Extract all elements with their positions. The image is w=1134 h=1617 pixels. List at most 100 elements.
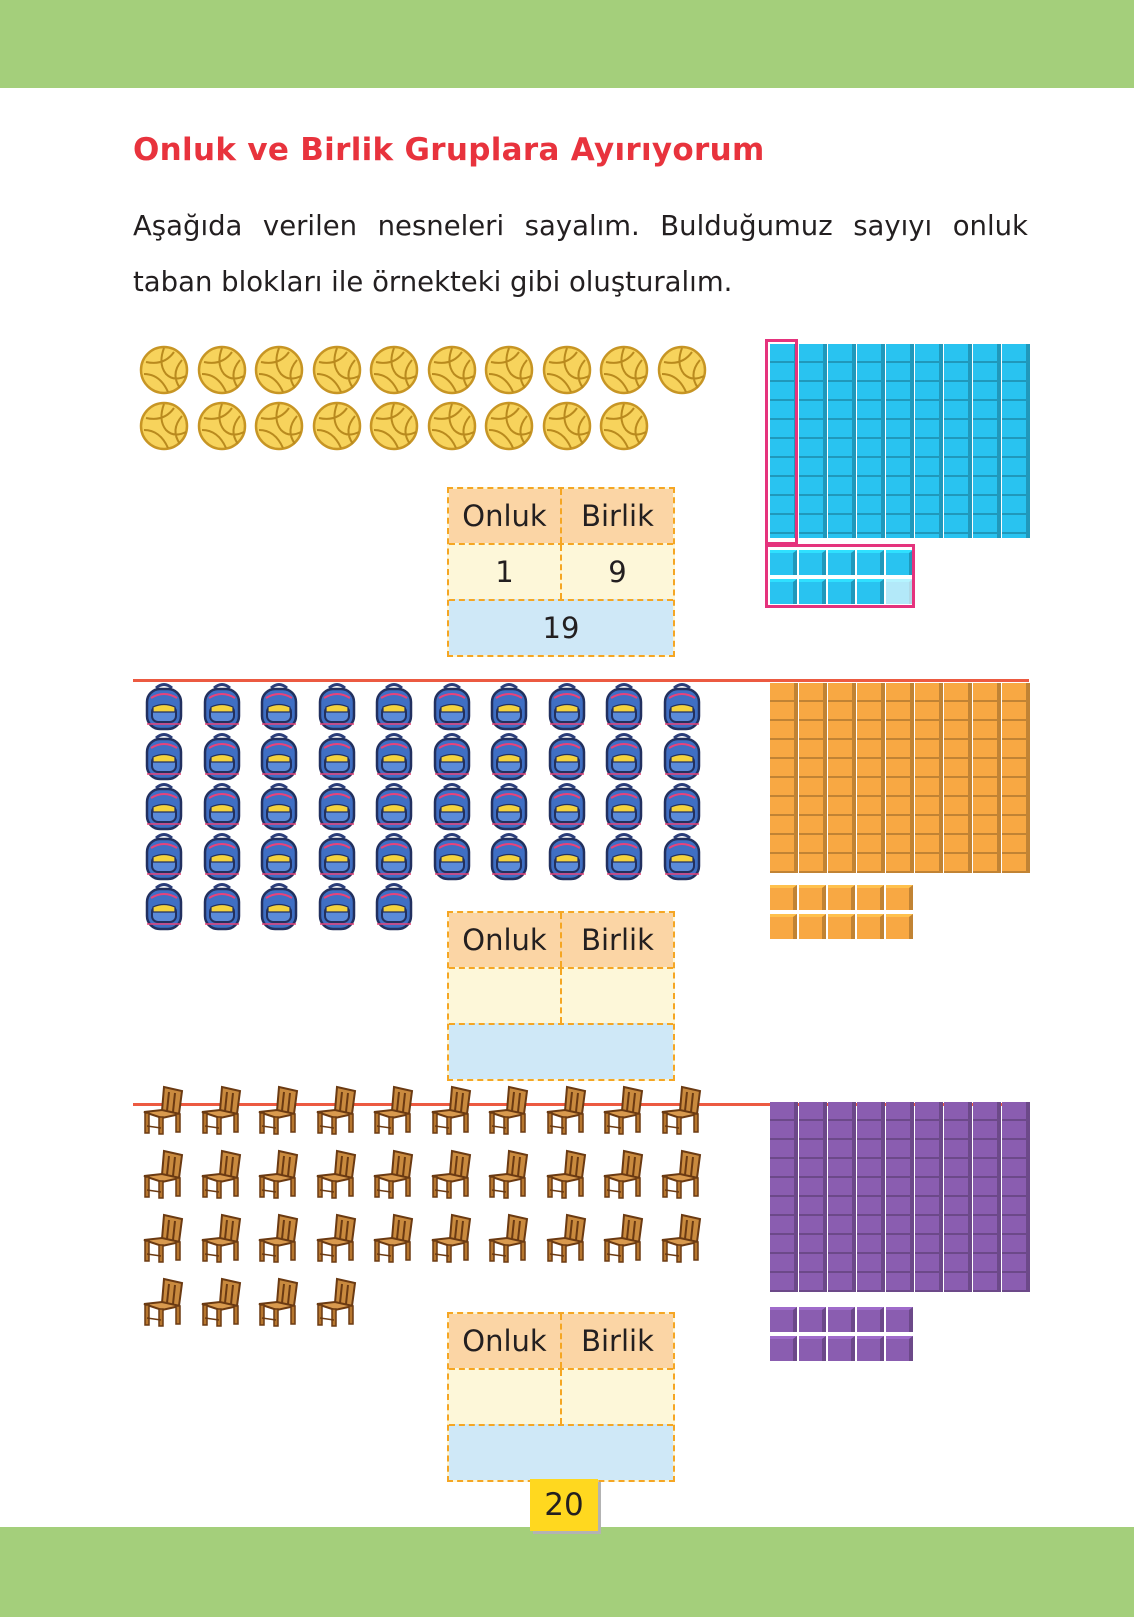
chair-icon xyxy=(196,1148,248,1200)
total-value[interactable] xyxy=(449,1023,673,1079)
chair-icon xyxy=(311,1276,363,1328)
chair-icon xyxy=(656,1084,708,1136)
backpack-icon xyxy=(426,780,478,832)
backpack-icon xyxy=(541,780,593,832)
one-unit-cube xyxy=(886,1307,913,1332)
backpack-icon xyxy=(311,880,363,932)
ten-rod xyxy=(944,344,972,538)
bottom-band xyxy=(0,1527,1134,1617)
ten-rod xyxy=(828,683,856,873)
ten-rod xyxy=(944,1102,972,1292)
backpack-icon xyxy=(138,680,190,732)
chair-icon xyxy=(598,1084,650,1136)
backpack-icon xyxy=(598,680,650,732)
volleyball-icon xyxy=(311,400,363,452)
backpack-icon xyxy=(196,830,248,882)
one-unit-cube xyxy=(799,1336,826,1361)
volleyball-icon xyxy=(541,400,593,452)
one-unit-cube xyxy=(799,550,826,575)
backpack-icon xyxy=(253,830,305,882)
one-unit-cube xyxy=(857,550,884,575)
one-unit-cube xyxy=(799,914,826,939)
backpack-icon xyxy=(253,680,305,732)
total-value[interactable]: 19 xyxy=(449,599,673,655)
backpack-icon xyxy=(311,780,363,832)
chair-icon xyxy=(311,1212,363,1264)
volleyball-icon xyxy=(541,344,593,396)
top-band xyxy=(0,0,1134,88)
chair-icon xyxy=(368,1084,420,1136)
birlik-value[interactable] xyxy=(560,1370,673,1424)
volleyball-icon xyxy=(598,344,650,396)
chair-icon xyxy=(426,1148,478,1200)
chair-icon xyxy=(426,1212,478,1264)
volleyball-icon xyxy=(196,344,248,396)
backpack-icon xyxy=(138,880,190,932)
chair-icon xyxy=(253,1276,305,1328)
one-unit-cube xyxy=(828,914,855,939)
page-title: Onluk ve Birlik Gruplara Ayırıyorum xyxy=(133,132,765,168)
chair-icon xyxy=(138,1148,190,1200)
volleyball-icon xyxy=(253,400,305,452)
chair-icon xyxy=(656,1148,708,1200)
chair-icon xyxy=(253,1148,305,1200)
ten-rod xyxy=(1002,683,1030,873)
birlik-header: Birlik xyxy=(560,1314,673,1368)
backpack-icon xyxy=(368,680,420,732)
volleyball-icon xyxy=(311,344,363,396)
section-volleyballs: Onluk Birlik 1 9 19 xyxy=(0,339,1134,660)
chair-icon xyxy=(541,1084,593,1136)
birlik-header: Birlik xyxy=(560,489,673,543)
ten-rod xyxy=(799,683,827,873)
ten-rod xyxy=(799,344,827,538)
chair-icon xyxy=(368,1148,420,1200)
chair-icon xyxy=(138,1276,190,1328)
backpack-icon xyxy=(368,780,420,832)
ten-rod xyxy=(857,1102,885,1292)
ten-rod xyxy=(886,344,914,538)
volleyball-icon xyxy=(656,344,708,396)
backpack-icon xyxy=(483,830,535,882)
one-unit-cube xyxy=(770,914,797,939)
ten-rod xyxy=(1002,344,1030,538)
ten-rod xyxy=(973,344,1001,538)
ten-rod xyxy=(770,683,798,873)
birlik-value[interactable] xyxy=(560,969,673,1023)
ten-rod xyxy=(973,1102,1001,1292)
backpack-icon xyxy=(483,730,535,782)
backpack-icon xyxy=(541,680,593,732)
ten-rod xyxy=(915,1102,943,1292)
chair-icon xyxy=(483,1148,535,1200)
onluk-value[interactable]: 1 xyxy=(495,555,514,589)
chair-icon xyxy=(541,1148,593,1200)
total-value[interactable] xyxy=(449,1424,673,1480)
one-unit-cube xyxy=(886,1336,913,1361)
chair-icon xyxy=(311,1148,363,1200)
backpack-icon xyxy=(311,830,363,882)
chair-icon xyxy=(196,1212,248,1264)
volleyball-icon xyxy=(368,400,420,452)
birlik-value[interactable]: 9 xyxy=(560,545,673,599)
onluk-header: Onluk xyxy=(449,489,560,543)
backpack-icon xyxy=(138,730,190,782)
chair-icon xyxy=(311,1084,363,1136)
one-unit-cube xyxy=(770,550,797,575)
one-unit-cube xyxy=(799,1307,826,1332)
place-value-table: Onluk Birlik 1 9 19 xyxy=(447,487,675,657)
backpack-icon xyxy=(196,730,248,782)
one-unit-cube xyxy=(770,579,797,604)
chair-icon xyxy=(483,1084,535,1136)
onluk-value[interactable] xyxy=(449,969,560,1023)
chair-icon xyxy=(138,1212,190,1264)
backpack-icon xyxy=(138,830,190,882)
page-number: 20 xyxy=(530,1479,598,1531)
onluk-value[interactable] xyxy=(449,1370,560,1424)
backpack-icon xyxy=(656,680,708,732)
backpack-icon xyxy=(656,730,708,782)
one-unit-cube xyxy=(828,550,855,575)
chair-icon xyxy=(598,1212,650,1264)
backpack-icon xyxy=(311,680,363,732)
one-unit-cube xyxy=(857,579,884,604)
chair-icon xyxy=(138,1084,190,1136)
one-unit-cube xyxy=(770,1336,797,1361)
